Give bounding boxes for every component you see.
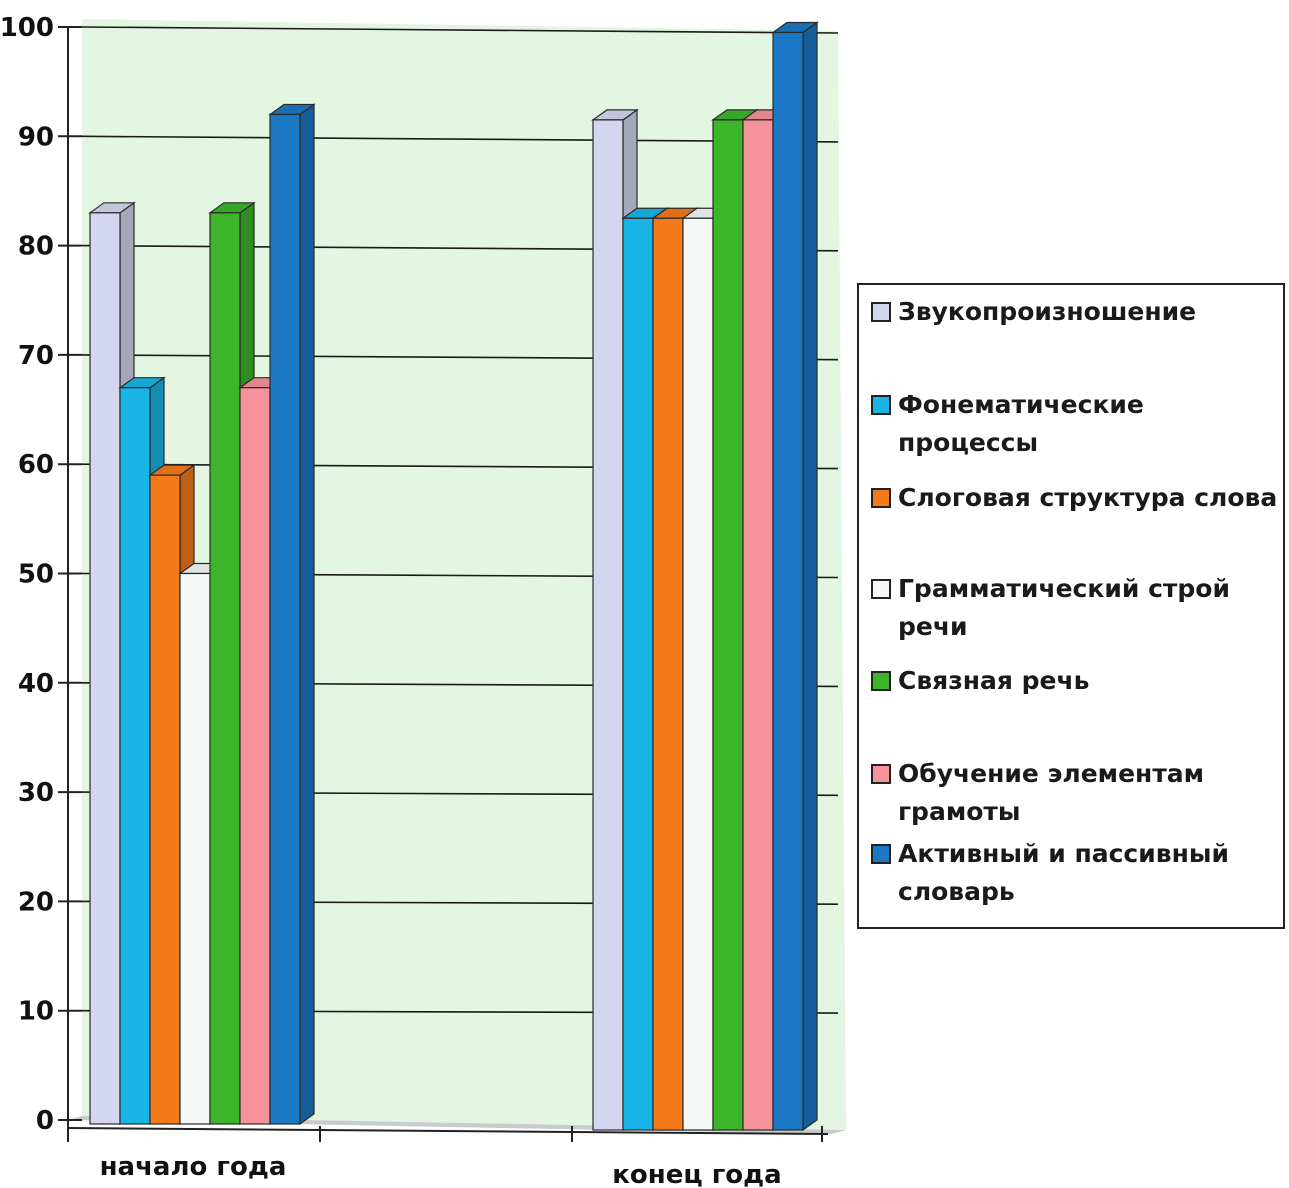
legend-swatch (871, 302, 891, 322)
legend-swatch (871, 579, 891, 599)
x-category-label: конец года (612, 1160, 781, 1188)
legend-swatch (871, 395, 891, 415)
legend-label: Слоговая структура слова (898, 483, 1278, 512)
y-tick-label: 100 (0, 13, 54, 43)
y-tick-label: 50 (18, 560, 54, 590)
y-tick-label: 0 (36, 1106, 54, 1136)
y-tick-label: 60 (18, 450, 54, 480)
bar (771, 21, 819, 1132)
bar-front (712, 119, 744, 1131)
legend: Звукопроизношение Фонематические процесс… (857, 283, 1285, 929)
bar (268, 103, 316, 1126)
bar-front (592, 119, 624, 1131)
legend-item: Обучение элементам грамоты (871, 755, 1288, 831)
axes (58, 26, 829, 1142)
bar-front (209, 212, 241, 1125)
x-axis-line (67, 1127, 829, 1135)
bar-front (622, 217, 654, 1131)
legend-item: Активный и пассивный словарь (871, 835, 1288, 911)
gridline (81, 26, 839, 34)
bar-front (682, 217, 714, 1131)
y-tick-label: 70 (18, 341, 54, 371)
y-tick-label: 10 (18, 997, 54, 1027)
bar-front (89, 212, 121, 1125)
bar-front (149, 474, 181, 1125)
y-tick-label: 30 (18, 778, 54, 808)
legend-label: Звукопроизношение (898, 297, 1197, 326)
gridline (81, 135, 839, 143)
legend-swatch (871, 671, 891, 691)
bar-front (269, 113, 301, 1125)
legend-label: Фонематические процессы (898, 390, 1144, 457)
y-tick-label: 90 (18, 122, 54, 152)
bar-side (299, 103, 315, 1126)
legend-swatch (871, 488, 891, 508)
bars (88, 21, 819, 1132)
bar-front (652, 217, 684, 1131)
y-tick-label: 20 (18, 887, 54, 917)
legend-label: Активный и пассивный словарь (898, 839, 1229, 906)
x-category-label: начало года (100, 1152, 287, 1182)
bar-front (179, 572, 211, 1125)
legend-label: Обучение элементам грамоты (898, 759, 1205, 826)
legend-label: Связная речь (898, 666, 1090, 695)
axis-labels: 0 10 20 30 40 50 60 70 80 90 100 начало года конец г… (0, 13, 782, 1188)
legend-item: Звукопроизношение (871, 293, 1288, 331)
bar-front (742, 119, 774, 1131)
bar-side (802, 21, 818, 1132)
bar-front (119, 387, 151, 1125)
legend-label: Грамматический строй речи (898, 574, 1230, 641)
legend-swatch (871, 764, 891, 784)
legend-item: Слоговая структура слова (871, 479, 1288, 517)
legend-item: Грамматический строй речи (871, 570, 1288, 646)
bar-front (239, 387, 271, 1125)
legend-item: Связная речь (871, 662, 1288, 700)
y-tick-label: 40 (18, 669, 54, 699)
legend-item: Фонематические процессы (871, 386, 1288, 462)
legend-swatch (871, 844, 891, 864)
bar-front (772, 31, 804, 1131)
y-tick-label: 80 (18, 232, 54, 262)
